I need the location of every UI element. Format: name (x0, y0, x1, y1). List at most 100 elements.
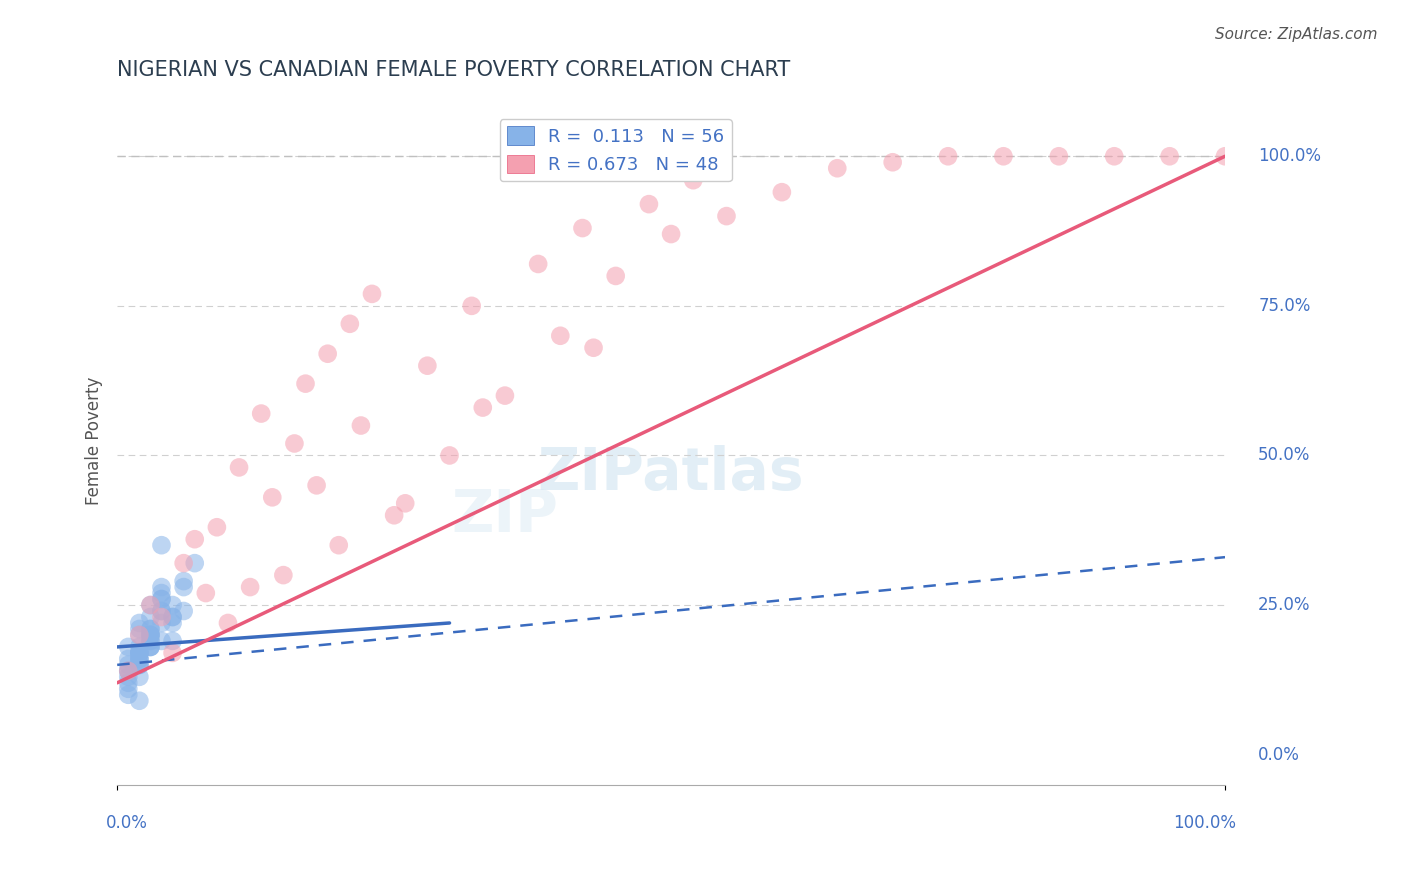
Point (128, 628, 150, 642)
Point (139, 610, 162, 624)
Point (117, 664, 139, 678)
Point (139, 628, 162, 642)
Text: 0.0%: 0.0% (1258, 746, 1301, 764)
Point (128, 646, 150, 660)
Text: 50.0%: 50.0% (1258, 446, 1310, 465)
Point (150, 592, 173, 607)
Point (460, 299, 482, 313)
Point (128, 657, 150, 672)
Point (139, 598, 162, 612)
Point (139, 640, 162, 654)
Text: ZIPatlas: ZIPatlas (537, 445, 804, 502)
Point (1047, 149, 1070, 163)
Point (128, 646, 150, 660)
Point (659, 227, 682, 241)
Point (150, 610, 173, 624)
Point (162, 646, 184, 660)
Point (139, 628, 162, 642)
Point (139, 640, 162, 654)
Point (117, 640, 139, 654)
Point (239, 580, 262, 594)
Point (770, 185, 793, 199)
Point (162, 615, 184, 630)
Point (936, 149, 959, 163)
Point (283, 436, 305, 450)
Text: 0.0%: 0.0% (105, 814, 148, 832)
Point (173, 556, 195, 570)
Point (117, 681, 139, 696)
Point (173, 604, 195, 618)
Point (128, 694, 150, 708)
Point (117, 657, 139, 672)
Point (184, 556, 207, 570)
Point (117, 652, 139, 666)
Point (194, 586, 217, 600)
Point (150, 586, 173, 600)
Point (173, 580, 195, 594)
Point (205, 520, 228, 534)
Point (117, 664, 139, 678)
Point (162, 610, 184, 624)
Point (162, 598, 184, 612)
Point (716, 209, 738, 223)
Legend: R =  0.113   N = 56, R = 0.673   N = 48: R = 0.113 N = 56, R = 0.673 N = 48 (499, 120, 731, 181)
Point (262, 491, 284, 505)
Text: NIGERIAN VS CANADIAN FEMALE POVERTY CORRELATION CHART: NIGERIAN VS CANADIAN FEMALE POVERTY CORR… (117, 60, 790, 79)
Point (128, 628, 150, 642)
Point (150, 615, 173, 630)
Point (1102, 149, 1125, 163)
Point (128, 652, 150, 666)
Point (139, 640, 162, 654)
Point (605, 268, 627, 283)
Point (150, 580, 173, 594)
Point (1159, 149, 1181, 163)
Point (117, 670, 139, 684)
Point (217, 615, 239, 630)
Point (250, 407, 273, 421)
Point (162, 610, 184, 624)
Point (682, 173, 704, 187)
Point (339, 317, 361, 331)
Point (128, 646, 150, 660)
Text: 75.0%: 75.0% (1258, 297, 1310, 315)
Point (139, 622, 162, 636)
Point (1213, 149, 1236, 163)
Point (128, 615, 150, 630)
Point (128, 657, 150, 672)
Point (150, 538, 173, 552)
Point (117, 675, 139, 690)
Point (550, 328, 572, 343)
Point (150, 604, 173, 618)
Point (128, 622, 150, 636)
Text: 25.0%: 25.0% (1258, 596, 1310, 614)
Point (139, 634, 162, 648)
Point (162, 634, 184, 648)
Point (128, 652, 150, 666)
Point (184, 532, 207, 546)
Point (294, 376, 316, 391)
Point (305, 478, 328, 492)
Point (117, 688, 139, 702)
Point (117, 664, 139, 678)
Point (350, 418, 373, 433)
Point (571, 221, 593, 235)
Point (150, 592, 173, 607)
Point (173, 574, 195, 588)
Point (273, 568, 295, 582)
Point (361, 286, 384, 301)
Point (139, 628, 162, 642)
Point (128, 657, 150, 672)
Point (582, 341, 605, 355)
Point (527, 257, 550, 271)
Point (471, 401, 494, 415)
Text: ZIP: ZIP (451, 487, 558, 544)
Point (439, 449, 461, 463)
Point (316, 347, 339, 361)
Point (139, 622, 162, 636)
Point (638, 197, 661, 211)
Point (128, 640, 150, 654)
Text: Source: ZipAtlas.com: Source: ZipAtlas.com (1215, 27, 1378, 42)
Y-axis label: Female Poverty: Female Poverty (86, 376, 103, 505)
Point (128, 652, 150, 666)
Point (394, 496, 416, 510)
